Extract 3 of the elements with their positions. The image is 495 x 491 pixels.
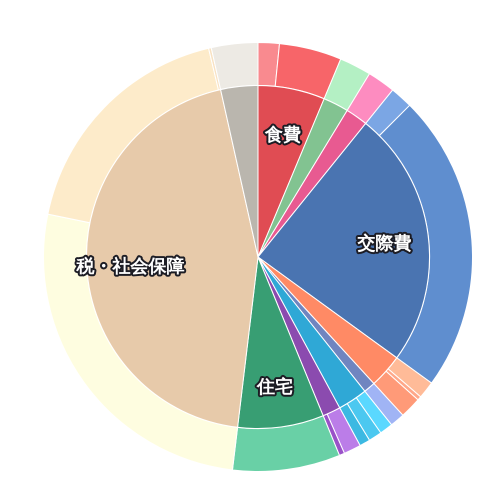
slice-label: 住宅 — [256, 376, 294, 398]
slice-label: 食費 — [264, 124, 302, 146]
slice-label: 交際費 — [356, 232, 412, 254]
